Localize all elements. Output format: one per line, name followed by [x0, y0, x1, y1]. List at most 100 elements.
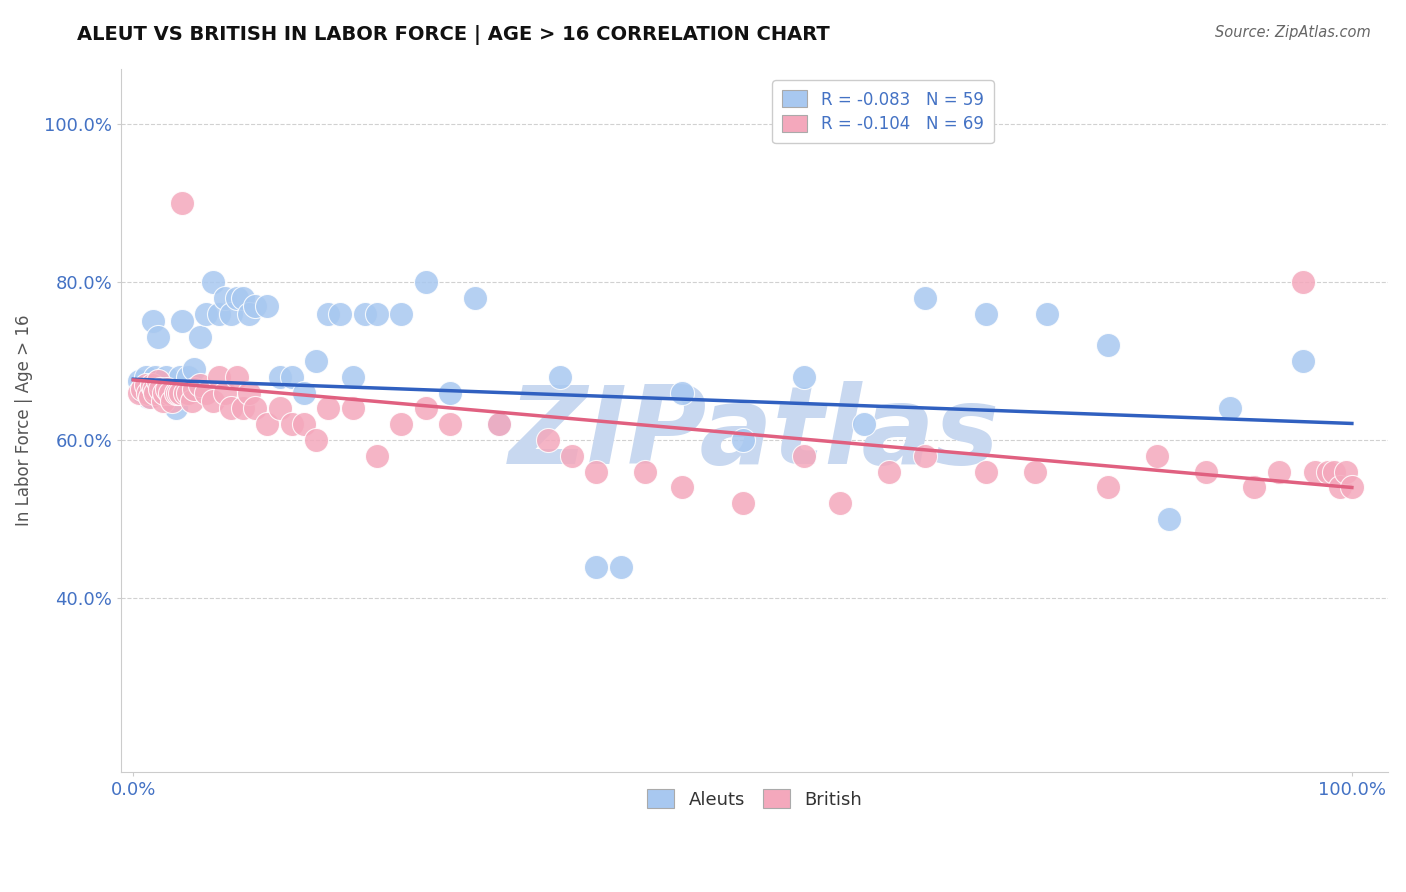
Point: [134, 369, 156, 384]
Point: [269, 369, 291, 384]
Point: [316, 401, 339, 416]
Point: [292, 385, 315, 400]
Point: [219, 307, 242, 321]
Point: [143, 369, 166, 384]
Point: [731, 433, 754, 447]
Point: [256, 417, 278, 432]
Legend: Aleuts, British: Aleuts, British: [640, 782, 870, 816]
Point: [353, 307, 375, 321]
Point: [329, 307, 352, 321]
Point: [1268, 465, 1291, 479]
Point: [976, 465, 998, 479]
Point: [173, 385, 195, 400]
Point: [305, 433, 328, 447]
Point: [1159, 512, 1181, 526]
Point: [731, 496, 754, 510]
Point: [195, 307, 218, 321]
Point: [1097, 481, 1119, 495]
Point: [152, 382, 174, 396]
Point: [201, 393, 224, 408]
Point: [152, 385, 174, 400]
Point: [914, 449, 936, 463]
Point: [143, 385, 166, 400]
Point: [1036, 307, 1059, 321]
Point: [1329, 481, 1351, 495]
Point: [173, 385, 195, 400]
Point: [366, 449, 388, 463]
Point: [225, 291, 247, 305]
Point: [169, 385, 191, 400]
Point: [170, 314, 193, 328]
Text: ZIPatlas: ZIPatlas: [509, 382, 1000, 487]
Point: [1341, 481, 1364, 495]
Point: [243, 299, 266, 313]
Text: ALEUT VS BRITISH IN LABOR FORCE | AGE > 16 CORRELATION CHART: ALEUT VS BRITISH IN LABOR FORCE | AGE > …: [77, 25, 830, 45]
Point: [671, 481, 693, 495]
Point: [609, 559, 631, 574]
Point: [149, 382, 172, 396]
Point: [136, 385, 159, 400]
Point: [128, 374, 150, 388]
Point: [792, 369, 814, 384]
Point: [415, 275, 437, 289]
Point: [256, 299, 278, 313]
Point: [232, 401, 254, 416]
Point: [141, 382, 163, 396]
Point: [1146, 449, 1168, 463]
Point: [169, 369, 191, 384]
Point: [439, 385, 461, 400]
Point: [585, 465, 607, 479]
Point: [243, 401, 266, 416]
Point: [134, 377, 156, 392]
Point: [1243, 481, 1265, 495]
Point: [156, 382, 179, 396]
Point: [165, 401, 187, 416]
Y-axis label: In Labor Force | Age > 16: In Labor Force | Age > 16: [15, 315, 32, 526]
Point: [201, 275, 224, 289]
Point: [269, 401, 291, 416]
Point: [1219, 401, 1241, 416]
Point: [238, 307, 260, 321]
Point: [167, 385, 190, 400]
Point: [177, 369, 200, 384]
Point: [280, 369, 302, 384]
Point: [146, 374, 169, 388]
Point: [180, 393, 202, 408]
Point: [488, 417, 510, 432]
Point: [155, 369, 177, 384]
Point: [536, 433, 558, 447]
Point: [159, 385, 181, 400]
Point: [976, 307, 998, 321]
Point: [342, 369, 364, 384]
Point: [1097, 338, 1119, 352]
Point: [132, 385, 155, 400]
Point: [389, 417, 412, 432]
Point: [914, 291, 936, 305]
Point: [1195, 465, 1218, 479]
Point: [1316, 465, 1339, 479]
Point: [183, 362, 205, 376]
Point: [463, 291, 485, 305]
Point: [488, 417, 510, 432]
Point: [162, 385, 184, 400]
Point: [214, 385, 236, 400]
Point: [162, 393, 184, 408]
Point: [1292, 275, 1315, 289]
Point: [207, 307, 229, 321]
Point: [389, 307, 412, 321]
Point: [219, 401, 242, 416]
Point: [439, 417, 461, 432]
Point: [634, 465, 657, 479]
Point: [232, 291, 254, 305]
Point: [225, 369, 247, 384]
Point: [159, 382, 181, 396]
Point: [146, 330, 169, 344]
Point: [671, 385, 693, 400]
Point: [548, 369, 571, 384]
Point: [139, 390, 162, 404]
Point: [131, 382, 153, 396]
Point: [214, 291, 236, 305]
Point: [142, 314, 165, 328]
Point: [128, 385, 150, 400]
Point: [1334, 465, 1357, 479]
